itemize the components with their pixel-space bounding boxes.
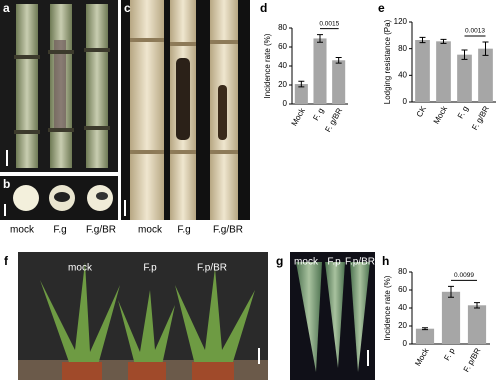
x-tick-label: Mock [290,106,308,128]
error-bar [461,49,468,60]
photo-g: g mock F.p F.p/BR [276,252,375,380]
y-tick-label: 0 [403,339,408,348]
y-tick-label: 0 [283,99,288,108]
y-axis-label: Incidence rate (%) [383,275,392,340]
bar [467,305,487,344]
error-bar [448,285,454,298]
photo-label: mock [138,225,163,236]
y-tick-label: 40 [278,61,287,70]
bar [313,38,327,105]
error-bar [422,327,428,331]
y-tick-label: 20 [398,321,407,330]
bar [457,54,472,102]
error-bar [317,34,323,43]
y-tick-label: 0 [403,97,408,106]
error-bar [419,36,426,44]
bar [415,40,430,102]
photo-label: F.g [177,225,190,236]
x-tick-label: F. g/BR [470,104,491,131]
photo-a: a [0,0,118,172]
error-bar [482,41,489,56]
y-tick-label: 80 [398,267,407,276]
y-axis-label: Incidence rate (%) [263,33,272,98]
y-tick-label: 60 [278,42,287,51]
y-tick-label: 40 [398,303,407,312]
photo-label: F.g/BR [213,225,243,236]
bar [332,60,346,104]
bar [441,291,461,344]
photo-label: F.g/BR [86,225,116,236]
x-tick-label: F. g/BR [323,106,344,133]
bar [415,328,435,344]
photo-label: F.p [327,257,341,268]
y-tick-label: 60 [398,285,407,294]
photo-label: mock [68,263,93,274]
y-tick-label: 40 [398,70,407,79]
y-tick-label: 80 [398,44,407,53]
bar [436,41,451,102]
panel-label: c [124,1,131,15]
error-bar [335,56,342,64]
p-value: 0.0099 [454,272,474,279]
x-tick-label: F. g [456,105,470,121]
photo-c: c mock F.g F.g/BR [121,0,250,236]
y-tick-label: 20 [278,80,287,89]
panel-label: d [260,1,267,15]
photo-label: F.p/BR [197,263,227,274]
bar [478,48,493,102]
panel-label: f [4,254,9,268]
photo-label: F.p/BR [345,257,375,268]
photo-label: F.p [143,263,157,274]
p-value: 0.0013 [465,28,485,35]
bar [294,84,308,104]
p-value: 0.0015 [319,20,339,27]
panel-label: g [276,254,283,268]
error-bar [474,302,480,309]
panel-label: h [382,254,389,268]
y-tick-label: 80 [278,23,287,32]
x-tick-label: CK [415,104,429,119]
x-tick-label: F. p [442,346,457,362]
photo-label: mock [294,257,319,268]
photo-b: b mock F.g F.g/BR [0,176,118,236]
x-tick-label: Mock [432,104,450,126]
photo-label: F.g [53,225,66,236]
panel-label: b [3,177,10,191]
x-tick-label: F. p/BR [462,346,483,373]
y-axis-label: Lodging resistance (Pa) [383,19,392,104]
photo-f: f mock F.p F.p/BR [4,252,268,380]
x-tick-label: F. g [311,107,325,123]
panel-label: a [3,1,10,15]
error-bar [298,80,305,88]
panel-label: e [378,1,385,15]
error-bar [440,38,447,44]
x-tick-label: Mock [413,346,431,368]
y-tick-label: 120 [394,17,408,26]
photo-label: mock [10,225,35,236]
